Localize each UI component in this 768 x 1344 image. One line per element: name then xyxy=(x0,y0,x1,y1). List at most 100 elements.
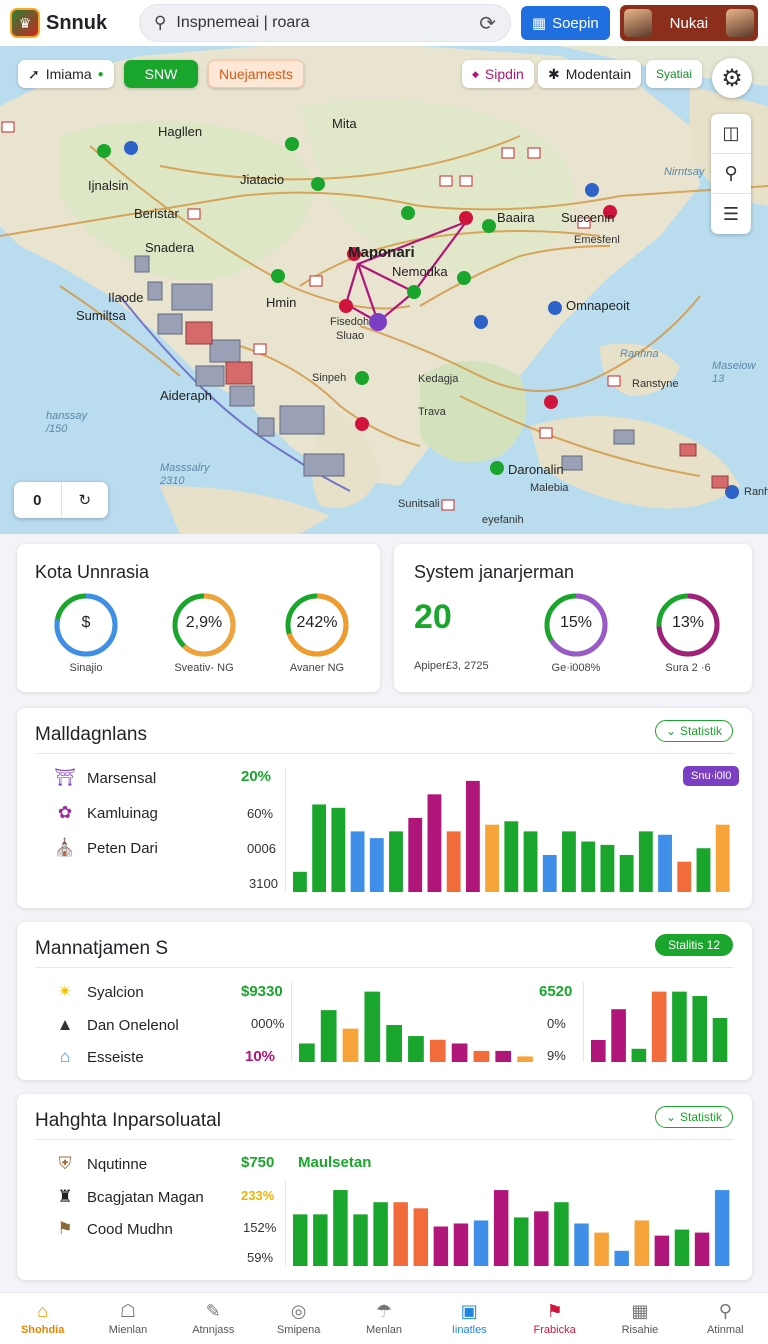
chart-bar xyxy=(611,1009,626,1062)
list-item[interactable]: ✴ Syalcion xyxy=(53,980,144,1004)
filter-chip-imiama[interactable]: ➚ Imiama ● xyxy=(18,60,114,88)
app-logo[interactable]: ♛ Snnuk xyxy=(10,8,129,38)
big-metric-caption: Apiper£3, 2725 xyxy=(414,660,489,672)
list-item[interactable]: ⛪ Peten Dari xyxy=(53,836,158,860)
bar-chart xyxy=(285,1180,730,1266)
nav-item-beach[interactable]: ☂ Menlan xyxy=(341,1293,426,1344)
layers-icon[interactable]: ◫ xyxy=(711,114,751,154)
zoom-value[interactable]: 0 xyxy=(14,482,62,518)
list-item[interactable]: ♜ Bcagjatan Magan xyxy=(53,1185,204,1209)
avatar-secondary xyxy=(726,9,754,37)
list-item-label: Syalcion xyxy=(87,983,144,1001)
map-label-baaira: Baaira xyxy=(497,210,535,225)
filter-chip-syatiai[interactable]: Syatiai xyxy=(646,60,703,88)
metric-value: 152% xyxy=(243,1220,277,1235)
chart-bar xyxy=(517,1056,533,1062)
nav-label: Iinatles xyxy=(451,1324,487,1336)
chart-bar xyxy=(353,1214,368,1266)
statistik-pill[interactable]: Stalitis 12 xyxy=(655,934,733,956)
nav-label: Atnnjass xyxy=(192,1324,235,1336)
home-icon: ⌂ xyxy=(37,1300,49,1321)
ring-fill xyxy=(172,593,236,657)
globe-icon: ◎ xyxy=(290,1300,307,1321)
nav-item-building[interactable]: ☖ Mienlan xyxy=(85,1293,170,1344)
pennant-icon: ⚑ xyxy=(57,1219,73,1238)
search-input[interactable] xyxy=(176,14,470,32)
section-malldagnlans: Malldagnlans ⌄ Statistik Snu·i0l0 ⛩ Mars… xyxy=(17,708,752,908)
chart-bar xyxy=(364,991,381,1062)
chip-label: Sipdin xyxy=(484,66,524,82)
ring-fill xyxy=(544,593,608,657)
map-label-snadera: Snadera xyxy=(145,240,195,255)
progress-ring: 15% Ge·i008% xyxy=(541,592,611,674)
nav-item-flag[interactable]: ⚑ Frabicka xyxy=(512,1293,597,1344)
chart-bar xyxy=(712,1018,728,1062)
primary-action-button[interactable]: ▦ Soepin xyxy=(520,6,610,40)
filter-chip-modentain[interactable]: ✱ Modentain xyxy=(538,60,642,88)
chart-bar xyxy=(504,821,519,892)
list-item[interactable]: ▲ Dan Onelenol xyxy=(53,1013,179,1037)
chart-bar xyxy=(293,1214,308,1266)
chart-bar xyxy=(634,1220,650,1266)
statistik-pill[interactable]: ⌄ Statistik xyxy=(655,1106,733,1128)
list-item[interactable]: ⛩ Marsensal xyxy=(53,766,156,790)
zoom-control: 0 ↻ xyxy=(14,482,108,518)
search-bar[interactable]: ⚲ ⟳ xyxy=(138,4,511,42)
map-label-trava: Trava xyxy=(418,406,446,418)
map-label-eyefanih: eyefanih xyxy=(482,514,524,526)
map-label-ijnalsin: Ijnalsin xyxy=(88,178,129,193)
user-name: Nukai xyxy=(669,14,709,32)
list-item-label: Cood Mudhn xyxy=(87,1220,173,1238)
chart-bar xyxy=(408,1036,424,1062)
statistik-pill[interactable]: ⌄ Statistik xyxy=(655,720,733,742)
map-label-ranstyne: Ranstyne xyxy=(632,378,679,390)
metric-value: 10% xyxy=(245,1048,276,1065)
ring-fill xyxy=(656,593,720,657)
list-item-label: Peten Dari xyxy=(87,839,158,857)
map-label-ranhelta: Ranhelta xyxy=(744,486,768,498)
section-title: Mannatjamen S xyxy=(35,938,169,959)
nav-item-table[interactable]: ▦ Risahie xyxy=(597,1293,682,1344)
chart-bar xyxy=(369,838,384,892)
nav-item-edit[interactable]: ✎ Atnnjass xyxy=(171,1293,256,1344)
pin-icon: ● xyxy=(97,68,104,80)
list-item[interactable]: ⛨ Nqutinne xyxy=(53,1152,147,1176)
chart-bar xyxy=(433,1226,449,1266)
grid-icon: ▣ xyxy=(460,1300,478,1321)
list-item[interactable]: ✿ Kamluinag xyxy=(53,801,158,825)
status-badge: Snu·i0l0 xyxy=(683,766,740,786)
nav-item-search[interactable]: ⚲ Atinmal xyxy=(683,1293,768,1344)
map-toolbar: ◫ ⚲ ☰ xyxy=(711,114,751,234)
zoom-search-icon[interactable]: ⚲ xyxy=(711,154,751,194)
map-view[interactable]: Mita Hagllen Ijnalsin Jiatacio Beristar … xyxy=(0,46,768,534)
overview-card-right: System janarjerman 20 Apiper£3, 2725 15%… xyxy=(394,544,752,692)
ring-caption: Avaner NG xyxy=(289,662,345,674)
list-item-label: Bcagjatan Magan xyxy=(87,1188,204,1206)
nav-label: Smipena xyxy=(276,1324,321,1336)
chart-bar xyxy=(408,817,423,892)
hat-icon: ▲ xyxy=(56,1015,74,1034)
refresh-icon[interactable]: ⟳ xyxy=(479,12,496,35)
list-item[interactable]: ⌂ Esseiste xyxy=(53,1045,144,1069)
nav-item-home[interactable]: ⌂ Shohdia xyxy=(0,1293,85,1344)
user-profile-chip[interactable]: Nukai xyxy=(619,5,758,41)
nav-item-globe[interactable]: ◎ Smipena xyxy=(256,1293,341,1344)
bar-chart xyxy=(285,768,730,892)
locate-icon[interactable]: ↻ xyxy=(78,492,92,509)
gear-icon[interactable]: ⚙ xyxy=(712,58,752,98)
list-item[interactable]: ⚑ Cood Mudhn xyxy=(53,1217,173,1241)
chart-bar xyxy=(714,1190,730,1266)
nav-label: Menlan xyxy=(365,1324,403,1336)
map-label-kedagja: Kedagja xyxy=(418,373,459,385)
filter-chip-nuejamests[interactable]: Nuejamests xyxy=(208,60,304,88)
chevron-down-icon: ⌄ xyxy=(665,724,677,738)
ring-fill xyxy=(54,593,118,657)
divider xyxy=(35,753,734,754)
overview-card-left: Kota Unnrasia $ Sinajio 2,9% Sveativ- NG 242… xyxy=(17,544,380,692)
menu-icon[interactable]: ☰ xyxy=(722,203,740,224)
chart-bar xyxy=(299,1043,315,1062)
filter-chip-sipdin[interactable]: ◆ Sipdin xyxy=(462,60,534,88)
filter-chip-snw[interactable]: SNW xyxy=(124,60,198,88)
gate-icon: ⛩ xyxy=(54,768,76,787)
nav-item-grid[interactable]: ▣ Iinatles xyxy=(427,1293,512,1344)
